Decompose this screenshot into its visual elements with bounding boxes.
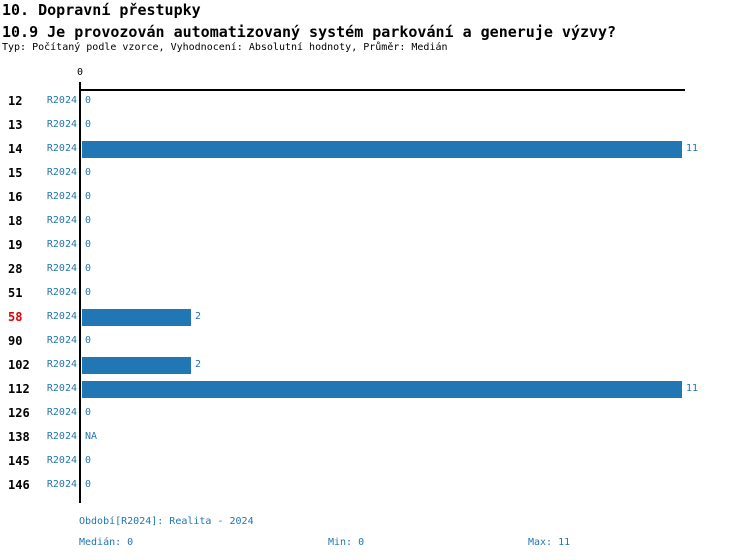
series-label: R2024 [46,167,77,178]
series-label: R2024 [46,287,77,298]
footer-max-label: Max: 11 [528,537,571,548]
value-label: 11 [686,143,699,154]
category-label: 90 [8,334,23,348]
value-label: 0 [85,335,92,346]
series-label: R2024 [46,191,77,202]
category-label: 102 [8,358,30,372]
bar [82,357,191,374]
chart-row: 138 R2024 NA [0,425,750,449]
category-label: 112 [8,382,30,396]
chart-row: 16 R2024 0 [0,185,750,209]
footer-period-label: Období[R2024]: Realita - 2024 [79,516,254,527]
series-label: R2024 [46,239,77,250]
category-label: 145 [8,454,30,468]
series-label: R2024 [46,455,77,466]
value-label: 0 [85,191,92,202]
chart-row: 146 R2024 0 [0,473,750,497]
category-label: 18 [8,214,23,228]
chart-row: 145 R2024 0 [0,449,750,473]
value-label: 2 [195,359,202,370]
chart-row: 12 R2024 0 [0,89,750,113]
bar [82,309,191,326]
series-label: R2024 [46,119,77,130]
category-label: 15 [8,166,23,180]
chart-subtitle: Typ: Počítaný podle vzorce, Vyhodnocení:… [2,42,448,53]
chart-row: 102 R2024 2 [0,353,750,377]
series-label: R2024 [46,215,77,226]
category-label: 12 [8,94,23,108]
chart-question-title: 10.9 Je provozován automatizovaný systém… [2,23,617,41]
chart-row: 28 R2024 0 [0,257,750,281]
series-label: R2024 [46,95,77,106]
value-label: 0 [85,119,92,130]
value-label: 11 [686,383,699,394]
bar [82,141,682,158]
value-label: 0 [85,479,92,490]
footer-median-label: Medián: 0 [79,537,134,548]
series-label: R2024 [46,335,77,346]
series-label: R2024 [46,311,77,322]
chart-row: 18 R2024 0 [0,209,750,233]
value-label: 0 [85,167,92,178]
category-label: 19 [8,238,23,252]
chart-row: 112 R2024 11 [0,377,750,401]
chart-row: 19 R2024 0 [0,233,750,257]
series-label: R2024 [46,407,77,418]
category-label: 13 [8,118,23,132]
y-axis-line [79,82,81,503]
value-label: 0 [85,215,92,226]
bar [82,381,682,398]
series-label: R2024 [46,431,77,442]
chart-row: 14 R2024 11 [0,137,750,161]
series-label: R2024 [46,359,77,370]
value-label: 0 [85,287,92,298]
series-label: R2024 [46,383,77,394]
footer-min-label: Min: 0 [328,537,365,548]
series-label: R2024 [46,143,77,154]
chart-row: 51 R2024 0 [0,281,750,305]
series-label: R2024 [46,263,77,274]
series-label: R2024 [46,479,77,490]
chart-row: 15 R2024 0 [0,161,750,185]
chart-rows: 12 R2024 0 13 R2024 0 14 R2024 11 15 R2024 0 16 R2024… [0,89,750,497]
value-label: 0 [85,95,92,106]
chart-row: 126 R2024 0 [0,401,750,425]
value-label: NA [85,431,98,442]
value-label: 0 [85,239,92,250]
x-axis-line [79,89,685,91]
category-label: 58 [8,310,23,324]
category-label: 28 [8,262,23,276]
page-title: 10. Dopravní přestupky [2,1,201,19]
category-label: 16 [8,190,23,204]
category-label: 146 [8,478,30,492]
value-label: 0 [85,263,92,274]
value-label: 0 [85,455,92,466]
category-label: 138 [8,430,30,444]
category-label: 14 [8,142,23,156]
category-label: 126 [8,406,30,420]
value-label: 2 [195,311,202,322]
chart-row: 13 R2024 0 [0,113,750,137]
chart-row: 58 R2024 2 [0,305,750,329]
chart-row: 90 R2024 0 [0,329,750,353]
category-label: 51 [8,286,23,300]
value-label: 0 [85,407,92,418]
x-axis-tick-label: 0 [76,67,84,78]
